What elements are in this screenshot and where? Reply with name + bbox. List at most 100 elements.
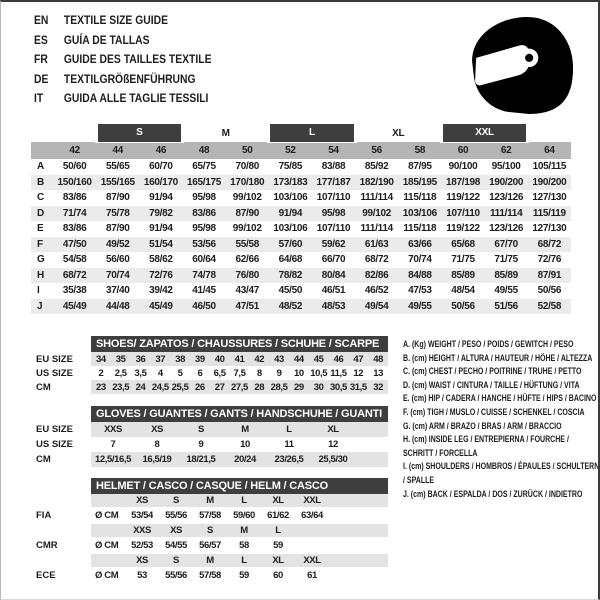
measurement-value: 111/114 bbox=[360, 192, 393, 204]
measurement-value: 58/62 bbox=[149, 254, 173, 266]
language-title: TEXTILGRÖßENFÜHRUNG bbox=[63, 73, 196, 86]
measurement-value: 65/68 bbox=[451, 238, 475, 250]
helmet-size-label: XXL bbox=[295, 554, 329, 567]
measurement-value: 90/100 bbox=[448, 161, 478, 173]
measurement-value: 99/102 bbox=[362, 207, 392, 219]
measurement-value: 82/86 bbox=[364, 269, 389, 281]
helmet-size-value: 58 bbox=[239, 540, 249, 551]
glove-size-value: 8 bbox=[154, 439, 160, 450]
measurement-value: 72/76 bbox=[537, 254, 562, 266]
size-number: 44 bbox=[96, 142, 140, 159]
shoe-size-value: 23 bbox=[91, 380, 111, 394]
glove-size-value: 10 bbox=[240, 439, 250, 450]
measurement-value: 60/70 bbox=[149, 161, 173, 173]
gloves-row-label: CM bbox=[36, 454, 51, 465]
measurement-row-label: G bbox=[37, 254, 45, 266]
measurement-value: 70/74 bbox=[408, 254, 432, 266]
shoe-size-value: 30,5 bbox=[328, 380, 349, 394]
size-group-xxl: XXL bbox=[439, 124, 530, 143]
glove-size-value: 23/26,5 bbox=[267, 452, 311, 467]
helmet-table-title: HELMET / CASCO / CASQUE / HELM / CASCO bbox=[91, 478, 389, 494]
shoe-size-value: 10,5 bbox=[310, 367, 328, 379]
glove-size-value: 25,5/30 bbox=[311, 452, 355, 467]
group-spacer bbox=[528, 124, 571, 142]
measurement-value: 60/64 bbox=[192, 254, 216, 266]
gloves-rows: GLOVES / GUANTES / GANTS / HANDSCHUHE / … bbox=[36, 406, 389, 467]
measurement-value: 170/180 bbox=[230, 176, 265, 188]
helmet-size-label: XS bbox=[125, 554, 159, 567]
helmet-size-label bbox=[329, 524, 389, 537]
measurement-row-label: B bbox=[37, 176, 44, 188]
measurement-row: B 150/160 155/165 160/170 165/175 170/180 173… bbox=[31, 174, 571, 190]
ocm-spacer bbox=[91, 524, 125, 537]
measurement-value: 55/58 bbox=[235, 238, 259, 250]
helmet-size-label: S bbox=[193, 524, 227, 537]
size-group-m: M bbox=[221, 127, 230, 139]
glove-size-value: 18/21,5 bbox=[179, 452, 223, 467]
shoe-size-value: 24,5 bbox=[150, 380, 171, 394]
measurement-value: 44/48 bbox=[105, 300, 130, 312]
helmet-size-label: L bbox=[227, 554, 261, 567]
language-row: FR GUIDE DES TAILLES TEXTILE bbox=[34, 51, 211, 71]
shoe-size-value: 29 bbox=[288, 380, 309, 394]
measurement-value: 70/80 bbox=[235, 161, 259, 173]
shoe-size-value: 25,5 bbox=[170, 380, 190, 394]
measurement-value: 85/92 bbox=[364, 161, 389, 173]
language-title-list: EN TEXTILE SIZE GUIDE ES GUÍA DE TALLAS … bbox=[34, 12, 211, 110]
measurement-value: 47/50 bbox=[62, 238, 87, 250]
shoe-size-value: 40 bbox=[209, 352, 230, 366]
measurement-value: 46/52 bbox=[364, 285, 389, 297]
measurement-value: 51/56 bbox=[494, 300, 518, 312]
shoe-size-value: 4 bbox=[157, 367, 163, 379]
size-number: 48 bbox=[182, 142, 226, 159]
measurement-value: 115/119 bbox=[532, 207, 566, 219]
measurement-value: 83/88 bbox=[321, 161, 346, 173]
size-number: 46 bbox=[139, 142, 183, 159]
glove-size-value bbox=[355, 437, 388, 452]
size-number: 52 bbox=[268, 142, 312, 159]
size-number: 50 bbox=[225, 142, 269, 159]
helmet-size-value: 55/56 bbox=[165, 570, 187, 581]
shoe-size-value: 3,5 bbox=[134, 367, 147, 379]
measurement-row: A 50/60 55/65 60/70 65/75 70/80 75/85 83/88 85/… bbox=[31, 159, 571, 175]
helmet-size-value: 53 bbox=[137, 570, 147, 581]
measurement-value: 74/78 bbox=[192, 269, 216, 281]
measurement-value: 51/54 bbox=[149, 238, 173, 250]
measurement-row: I 35/38 37/40 39/42 41/45 43/47 45/50 46/51 46/… bbox=[31, 283, 571, 299]
measurement-value: 46/51 bbox=[321, 285, 346, 297]
measurement-value: 95/98 bbox=[321, 207, 346, 219]
measurement-value: 123/126 bbox=[489, 223, 524, 235]
size-number: 62 bbox=[484, 142, 528, 159]
helmet-fia-values-row: FIA Ø CM 53/54 55/56 57/58 59/60 61/62 63/64 bbox=[36, 507, 388, 524]
shoe-size-value: 39 bbox=[189, 352, 210, 366]
helmet-size-label bbox=[295, 524, 329, 537]
measurement-value: 111/114 bbox=[360, 223, 393, 235]
measurement-value: 68/72 bbox=[537, 238, 562, 250]
helmet-title-row: HELMET / CASCO / CASQUE / HELM / CASCO bbox=[36, 478, 389, 494]
measurement-value: 41/45 bbox=[192, 285, 216, 297]
measurement-value: 190/200 bbox=[532, 176, 567, 188]
measurement-value: 83/86 bbox=[62, 192, 87, 204]
measurement-value: 75/85 bbox=[278, 161, 303, 173]
measurement-row-label: F bbox=[37, 238, 43, 250]
measurement-row: J 45/49 44/48 45/49 46/50 47/51 48/52 48/53 49/… bbox=[31, 298, 571, 314]
measurement-value: 37/40 bbox=[105, 285, 130, 297]
shoe-size-value: 28,5 bbox=[269, 380, 289, 394]
shoe-size-value: 27,5 bbox=[229, 380, 250, 394]
size-number: 58 bbox=[398, 142, 442, 159]
size-row-corner bbox=[31, 142, 53, 159]
size-number: 64 bbox=[527, 142, 571, 159]
numeric-size-row: 42 44 46 48 50 52 54 56 58 60 62 64 bbox=[31, 142, 571, 159]
size-number: 56 bbox=[355, 142, 399, 159]
helmet-size-value: 57/58 bbox=[199, 510, 221, 521]
language-title: GUIDA ALLE TAGLIE TESSILI bbox=[63, 93, 209, 105]
helmet-size-value bbox=[329, 567, 388, 584]
measurement-rows: A 50/60 55/65 60/70 65/75 70/80 75/85 83/88 85/… bbox=[31, 159, 571, 314]
helmet-size-value: 59 bbox=[273, 540, 283, 551]
measurement-row-label: C bbox=[37, 192, 44, 204]
helmet-fia-sizes-row: XS S M L XL XXL bbox=[36, 494, 389, 507]
glove-size-value: M bbox=[223, 422, 267, 437]
shoe-size-value: 13 bbox=[373, 367, 383, 379]
helmet-size-label bbox=[329, 494, 389, 507]
glove-size-value: XXS bbox=[91, 422, 135, 437]
